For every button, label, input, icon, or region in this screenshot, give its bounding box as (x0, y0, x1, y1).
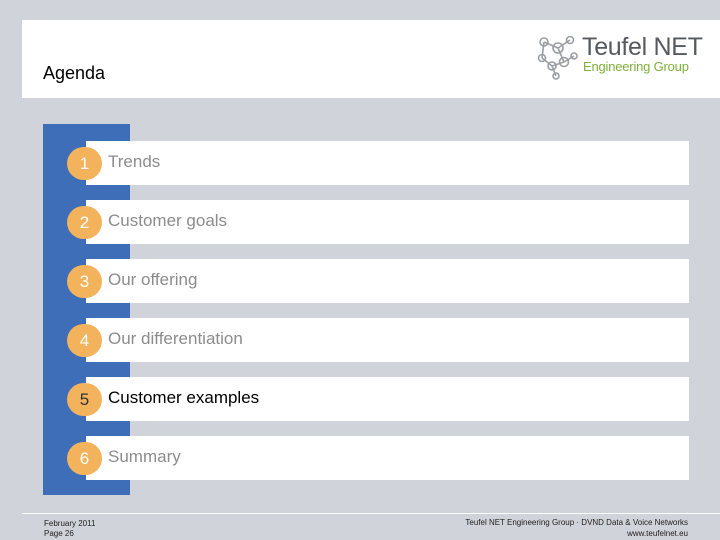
company-logo: Teufel NET Engineering Group (534, 32, 714, 82)
footer-website: www.teufelnet.eu (627, 529, 688, 538)
page-title: Agenda (43, 63, 106, 83)
header-bar: Agenda Teufel NET Eng (22, 20, 720, 98)
agenda-item-label: Our differentiation (108, 329, 243, 348)
agenda-number-badge: 5 (67, 383, 102, 416)
agenda-number-badge: 1 (67, 147, 102, 180)
agenda-item-label: Customer examples (108, 388, 260, 407)
network-graph-icon (537, 35, 578, 80)
footer-meta: February 2011 Page 26 (44, 519, 95, 539)
agenda-item-1: 1 Trends (67, 141, 689, 185)
agenda-item-5-current: 5 Customer examples (67, 377, 689, 421)
logo-name: Teufel NET (582, 33, 703, 61)
agenda-sidebar (43, 124, 130, 495)
agenda-number-badge: 4 (67, 324, 102, 357)
footer-company-name: Teufel NET Engineering Group · DVND Data… (465, 518, 688, 527)
footer-page-number: Page 26 (44, 529, 74, 538)
footer-date: February 2011 (44, 519, 96, 528)
agenda-number-badge: 3 (67, 265, 102, 298)
agenda-item-2: 2 Customer goals (67, 200, 689, 244)
agenda-item-6: 6 Summary (67, 436, 689, 480)
agenda-item-label: Our offering (108, 270, 198, 289)
agenda-item-label: Summary (108, 447, 181, 466)
agenda-item-label: Trends (108, 152, 161, 171)
agenda-item-4: 4 Our differentiation (67, 318, 689, 362)
footer-divider (22, 513, 720, 514)
agenda-item-label: Customer goals (108, 211, 228, 230)
agenda-number-badge: 2 (67, 206, 102, 239)
agenda-item-3: 3 Our offering (67, 259, 689, 303)
agenda-number-badge: 6 (67, 442, 102, 475)
logo-subtitle: Engineering Group (583, 59, 689, 74)
footer-company: Teufel NET Engineering Group · DVND Data… (465, 517, 688, 539)
